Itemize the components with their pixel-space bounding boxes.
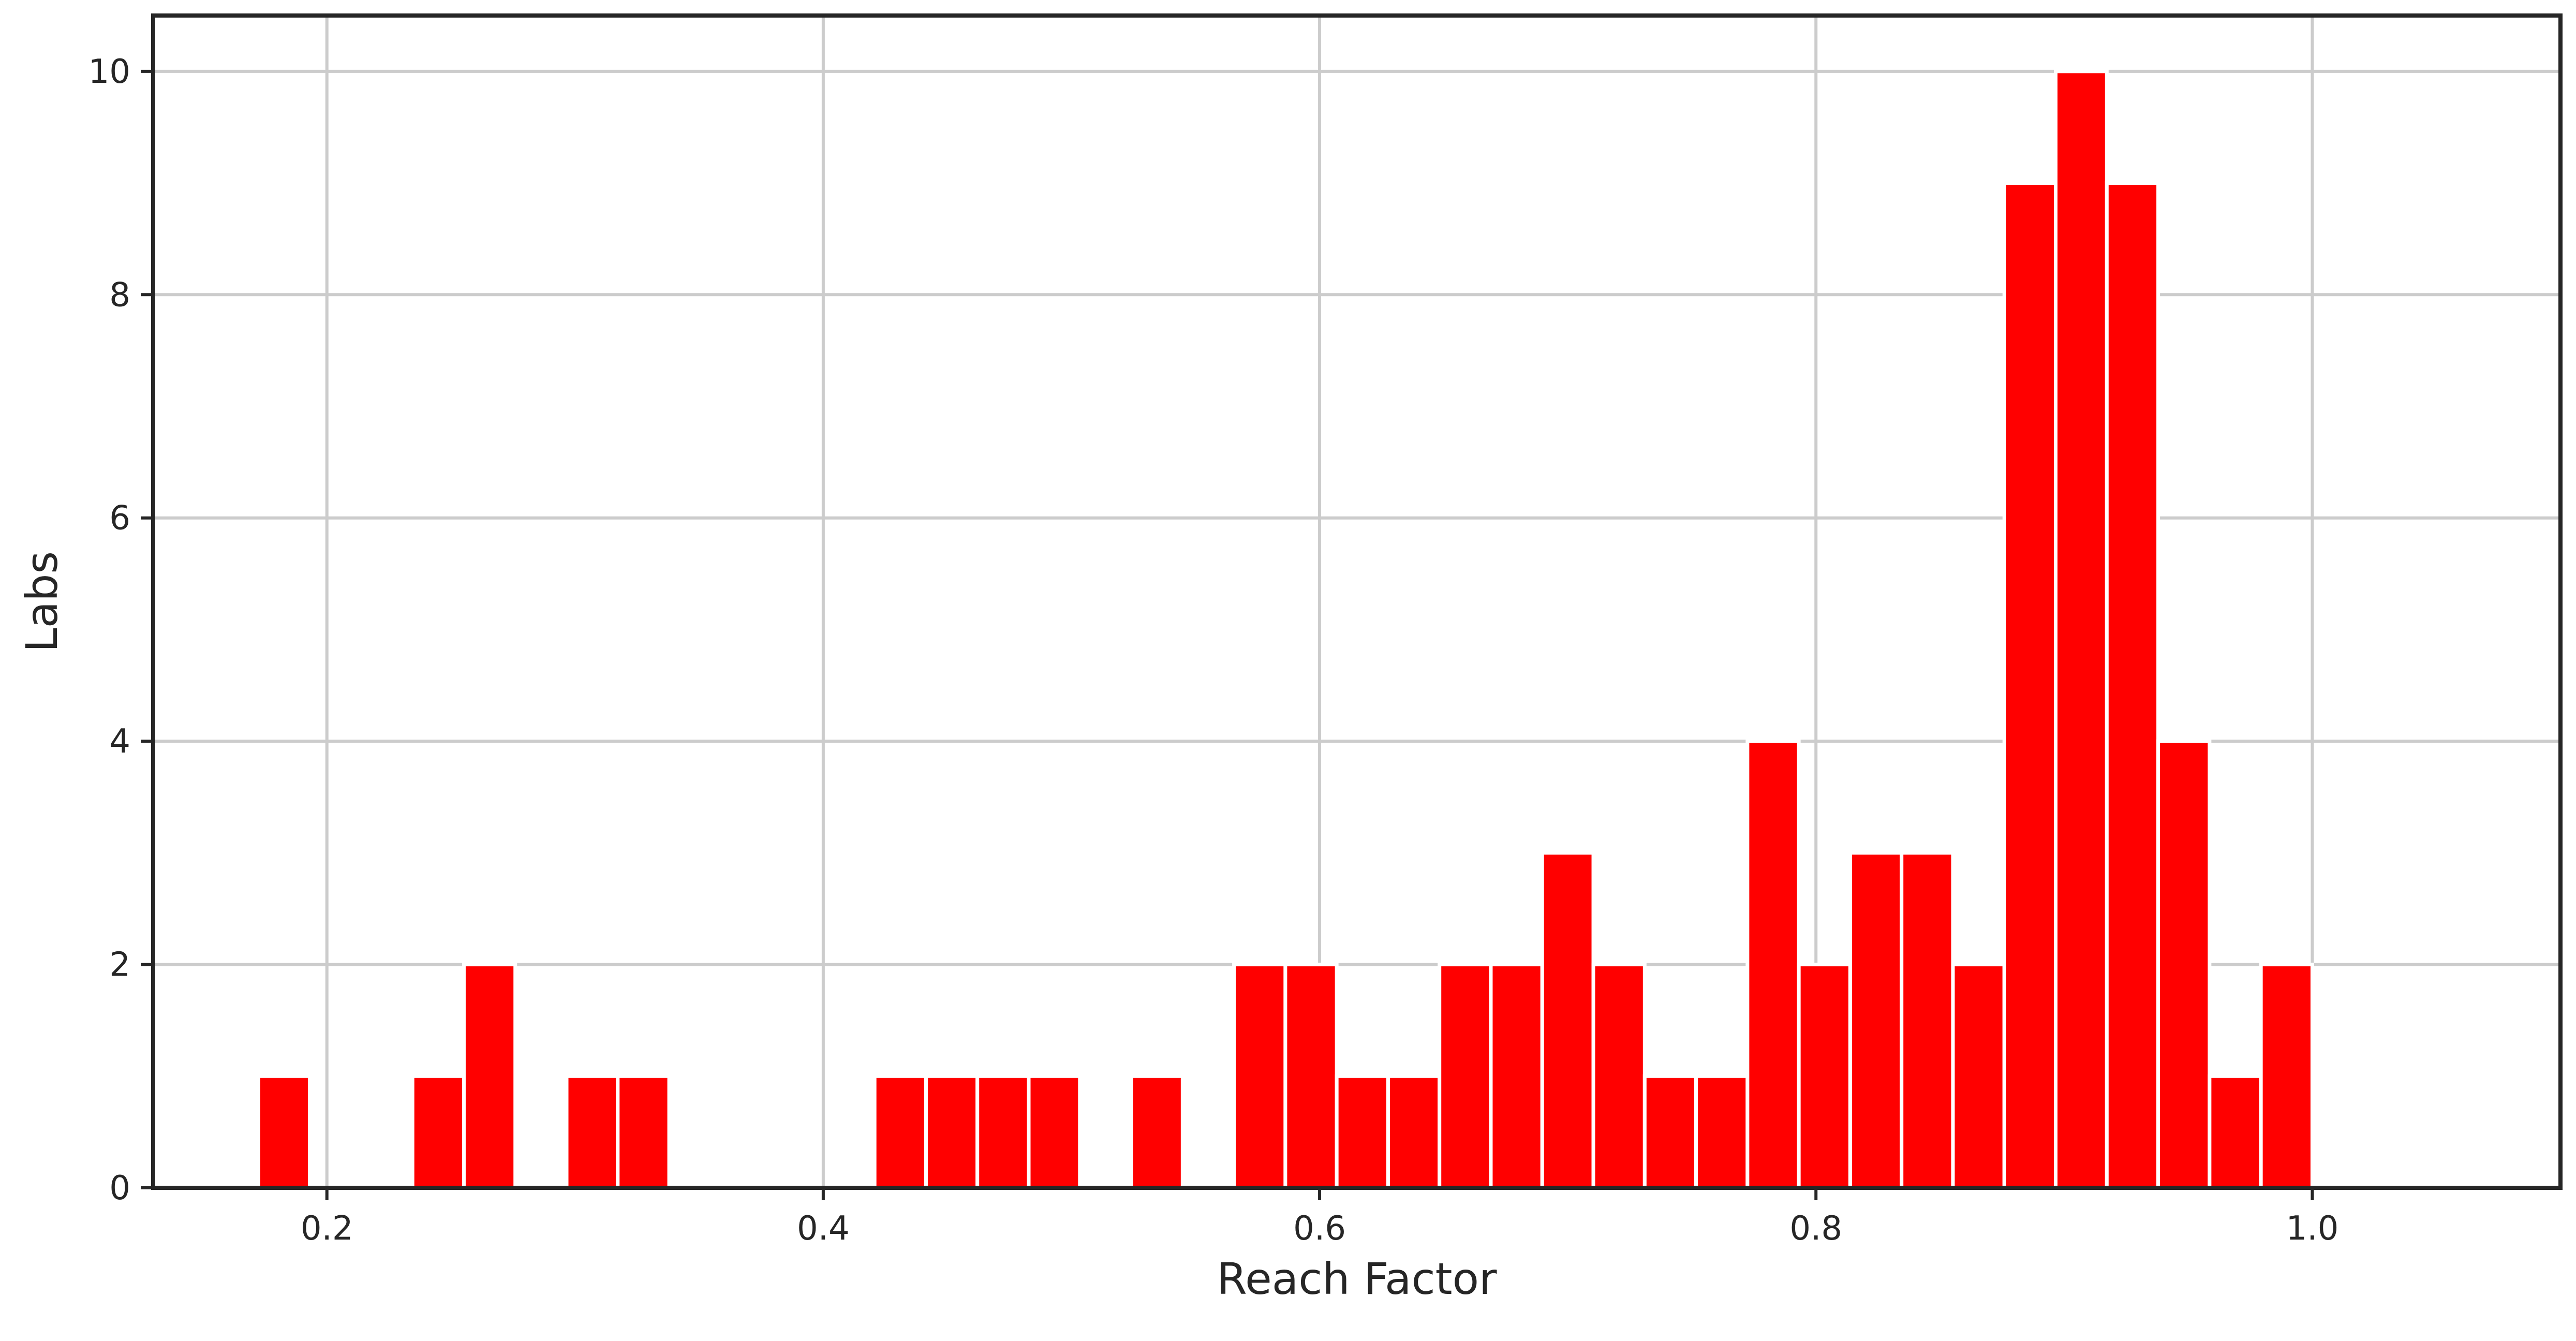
x-axis-title: Reach Factor xyxy=(1217,1254,1497,1304)
histogram-bars xyxy=(256,69,2314,1190)
x-tick-label: 0.8 xyxy=(1789,1210,1842,1248)
histogram-bar xyxy=(462,963,517,1190)
plot-frame xyxy=(151,13,2563,1190)
x-tick-label: 0.2 xyxy=(301,1210,353,1248)
y-axis-title: Labs xyxy=(17,551,67,652)
histogram-bar xyxy=(2156,739,2212,1190)
x-tick-label: 0.4 xyxy=(797,1210,850,1248)
histogram-bar xyxy=(1848,851,1904,1190)
histogram-bar xyxy=(1694,1074,1750,1190)
histogram-bar xyxy=(1232,963,1287,1190)
histogram-bar xyxy=(2105,181,2160,1190)
y-tick-label: 6 xyxy=(109,499,130,538)
histogram-bar xyxy=(1540,851,1595,1190)
y-tick-label: 10 xyxy=(88,53,130,91)
histogram-bar xyxy=(410,1074,466,1190)
histogram-bar xyxy=(1951,963,2006,1190)
histogram-bar xyxy=(1335,1074,1390,1190)
axis-ticks: 0.2 0.4 0.6 0.8 1.0 0 2 4 6 8 10 xyxy=(88,53,2339,1248)
histogram-bar xyxy=(1591,963,1647,1190)
histogram-bar xyxy=(2054,69,2109,1190)
histogram-bar xyxy=(872,1074,928,1190)
histogram-bar xyxy=(1027,1074,1082,1190)
histogram-bar xyxy=(256,1074,312,1190)
y-tick-label: 4 xyxy=(109,723,130,761)
histogram-bar xyxy=(2002,181,2058,1190)
histogram-bar xyxy=(1129,1074,1185,1190)
histogram-bar xyxy=(975,1074,1031,1190)
x-tick-label: 1.0 xyxy=(2286,1210,2339,1248)
y-tick-label: 2 xyxy=(109,946,130,984)
histogram-bar xyxy=(924,1074,980,1190)
histogram-bar xyxy=(2259,963,2314,1190)
x-tick-label: 0.6 xyxy=(1293,1210,1346,1248)
histogram-bar xyxy=(1797,963,1852,1190)
histogram-bar xyxy=(1745,739,1801,1190)
histogram-bar xyxy=(1900,851,1955,1190)
histogram-bar xyxy=(2208,1074,2263,1190)
histogram-bar xyxy=(1283,963,1339,1190)
histogram-bar xyxy=(565,1074,620,1190)
histogram-bar xyxy=(1438,963,1493,1190)
histogram-bar xyxy=(1489,963,1544,1190)
y-tick-label: 0 xyxy=(109,1169,130,1207)
y-tick-label: 8 xyxy=(109,276,130,314)
histogram-bar xyxy=(616,1074,671,1190)
histogram-bar xyxy=(1386,1074,1442,1190)
histogram-bar xyxy=(1642,1074,1698,1190)
